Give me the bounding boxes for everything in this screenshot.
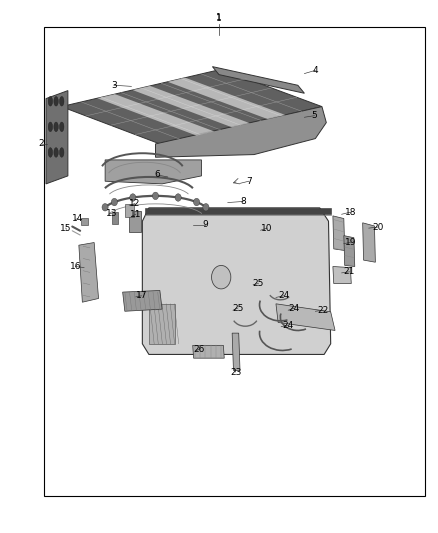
Polygon shape: [155, 107, 326, 157]
Text: 6: 6: [154, 171, 160, 179]
Polygon shape: [344, 236, 355, 266]
Bar: [129, 211, 141, 232]
Text: 25: 25: [232, 304, 244, 312]
Text: 1: 1: [216, 13, 222, 21]
Polygon shape: [333, 266, 351, 284]
Text: 18: 18: [345, 208, 356, 216]
Text: 4: 4: [313, 66, 318, 75]
Text: 21: 21: [344, 268, 355, 276]
Polygon shape: [61, 69, 322, 144]
Bar: [125, 204, 134, 217]
Polygon shape: [276, 304, 335, 330]
Ellipse shape: [60, 122, 64, 132]
Circle shape: [111, 198, 117, 206]
Text: 13: 13: [106, 209, 117, 217]
Text: 15: 15: [60, 224, 71, 232]
Text: 2: 2: [39, 140, 44, 148]
Text: 22: 22: [318, 306, 329, 314]
Polygon shape: [168, 78, 286, 119]
Polygon shape: [97, 94, 214, 135]
Text: 16: 16: [70, 262, 81, 271]
Text: 17: 17: [136, 292, 147, 300]
Circle shape: [152, 192, 159, 199]
Text: 24: 24: [289, 304, 300, 312]
Text: 12: 12: [129, 199, 141, 208]
Text: 5: 5: [311, 111, 318, 120]
Text: 19: 19: [345, 238, 356, 247]
Text: 10: 10: [261, 224, 273, 232]
Polygon shape: [363, 223, 375, 262]
Text: 24: 24: [278, 292, 290, 300]
Text: 20: 20: [372, 223, 383, 231]
Text: 7: 7: [246, 177, 252, 185]
Polygon shape: [149, 304, 175, 344]
Text: 23: 23: [230, 368, 241, 376]
Polygon shape: [46, 91, 68, 184]
Text: 3: 3: [111, 81, 117, 90]
Ellipse shape: [60, 148, 64, 157]
Circle shape: [102, 204, 108, 211]
Polygon shape: [193, 345, 224, 358]
Ellipse shape: [54, 96, 58, 106]
Text: 1: 1: [216, 14, 222, 23]
Circle shape: [212, 265, 231, 289]
Circle shape: [130, 194, 136, 201]
Circle shape: [194, 198, 200, 206]
Text: 14: 14: [72, 214, 84, 223]
Polygon shape: [333, 216, 345, 251]
Text: 8: 8: [240, 197, 246, 206]
Text: 26: 26: [194, 345, 205, 353]
Polygon shape: [145, 208, 331, 214]
Ellipse shape: [54, 148, 58, 157]
Bar: [44, 27, 425, 496]
Polygon shape: [142, 208, 331, 354]
Polygon shape: [132, 86, 250, 127]
Ellipse shape: [48, 148, 53, 157]
Text: 25: 25: [253, 279, 264, 288]
Polygon shape: [123, 290, 162, 311]
Text: 11: 11: [130, 210, 141, 219]
Polygon shape: [232, 333, 240, 370]
Polygon shape: [79, 243, 99, 302]
Circle shape: [203, 204, 209, 211]
Bar: [112, 212, 118, 224]
Ellipse shape: [60, 96, 64, 106]
Text: 24: 24: [283, 321, 294, 329]
Polygon shape: [212, 67, 304, 93]
Ellipse shape: [48, 96, 53, 106]
Ellipse shape: [48, 122, 53, 132]
Circle shape: [175, 194, 181, 201]
Bar: [81, 218, 88, 225]
Text: 9: 9: [202, 221, 208, 229]
Ellipse shape: [54, 122, 58, 132]
Polygon shape: [105, 160, 201, 184]
